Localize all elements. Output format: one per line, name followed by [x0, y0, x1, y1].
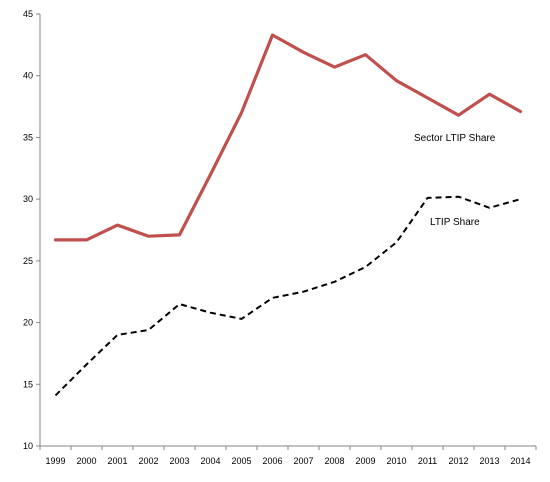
x-tick-label: 2007	[293, 456, 313, 466]
x-tick-label: 2003	[169, 456, 189, 466]
x-tick-label: 2012	[448, 456, 468, 466]
x-tick-label: 2008	[324, 456, 344, 466]
ltip-share-label: LTIP Share	[430, 217, 480, 228]
x-tick-label: 2010	[386, 456, 406, 466]
x-tick-label: 2006	[262, 456, 282, 466]
annotations: Sector LTIP Share LTIP Share	[414, 133, 496, 228]
x-tick-label: 2001	[107, 456, 127, 466]
y-tick-label: 35	[23, 132, 33, 142]
y-tick-label: 25	[23, 256, 33, 266]
x-tick-label: 2000	[76, 456, 96, 466]
x-tick-label: 2013	[479, 456, 499, 466]
y-tick-label: 40	[23, 71, 33, 81]
y-tick-label: 10	[23, 441, 33, 451]
x-tick-label: 2004	[200, 456, 220, 466]
ltip-share-line	[54, 195, 521, 397]
sector-ltip-share-line	[53, 33, 523, 242]
y-tick-label: 20	[23, 318, 33, 328]
x-tick-label: 2011	[418, 456, 437, 466]
x-tick-label: 1999	[45, 456, 65, 466]
y-tick-label: 45	[23, 9, 33, 19]
sector-ltip-share-label: Sector LTIP Share	[414, 133, 496, 144]
axes: 10 15 20 25 30 35 40 45 1999 2000 2001 2002 2003 2004…	[23, 9, 537, 466]
x-tick-label: 2014	[510, 456, 530, 466]
x-tick-label: 2009	[355, 456, 375, 466]
x-tick-label: 2005	[231, 456, 251, 466]
y-tick-label: 15	[23, 379, 33, 389]
x-tick-label: 2002	[138, 456, 158, 466]
series-lines	[53, 33, 523, 397]
y-tick-label: 30	[23, 194, 33, 204]
